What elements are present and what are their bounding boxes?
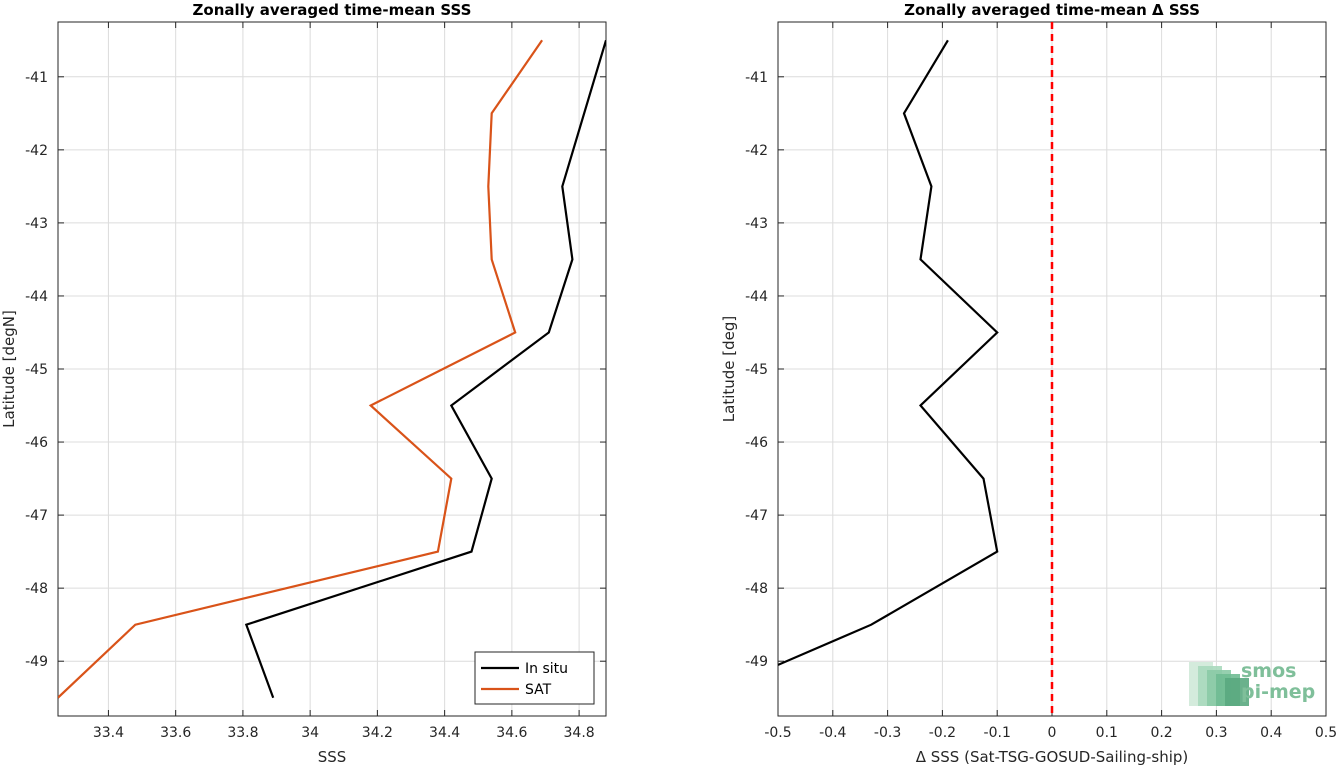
y-tick-label: -47 [745, 508, 768, 524]
y-tick-label: -42 [745, 143, 768, 159]
y-tick-label: -46 [745, 435, 768, 451]
chart-title: Zonally averaged time-mean SSS [193, 1, 472, 19]
chart-panel-1: 33.4 33.6 33.8 34 34.2 34.4 34.6 34.8 -41 -42 -43 -… [0, 1, 607, 766]
y-tick-label: -45 [745, 362, 768, 378]
logo-line2: pi-mep [1241, 681, 1315, 703]
x-tick-label: 34.6 [496, 725, 527, 741]
series-line-sat [58, 39, 544, 699]
x-tick-label: -0.3 [874, 725, 901, 741]
x-tick-label: 33.4 [93, 725, 124, 741]
legend-entry: In situ [525, 661, 568, 677]
x-tick-label: 34.4 [429, 725, 460, 741]
x-axis-label: SSS [318, 748, 347, 766]
x-tick-label: 0.4 [1260, 725, 1282, 741]
y-tick-label: -45 [25, 362, 48, 378]
legend: In situ SAT [474, 651, 595, 705]
series-line-1 [778, 39, 999, 666]
x-tick-label: 34.2 [362, 725, 393, 741]
y-tick-label: -44 [25, 289, 48, 305]
x-tick-label: 0.3 [1205, 725, 1227, 741]
y-tick-label: -41 [745, 70, 768, 86]
x-tick-label: 33.8 [227, 725, 258, 741]
legend-box [474, 651, 595, 705]
y-tick-label: -43 [745, 216, 768, 232]
x-tick-label: 0.2 [1150, 725, 1172, 741]
x-tick-label: 0 [1048, 725, 1057, 741]
y-tick-label: -49 [25, 654, 48, 670]
x-tick-label: 33.6 [160, 725, 191, 741]
legend-entry: SAT [525, 682, 552, 698]
y-tick-label: -41 [25, 70, 48, 86]
y-axis-label: Latitude [degN] [0, 310, 18, 428]
y-axis-label: Latitude [deg] [720, 316, 738, 422]
x-tick-label: -0.5 [764, 725, 791, 741]
x-tick-label: 0.5 [1315, 725, 1337, 741]
y-tick-label: -43 [25, 216, 48, 232]
y-tick-label: -48 [745, 581, 768, 597]
x-tick-label: 34 [301, 725, 319, 741]
chart-title: Zonally averaged time-mean Δ SSS [904, 1, 1200, 19]
logo-mark [1225, 678, 1249, 706]
series-line-in-situ [244, 39, 606, 699]
x-axis-label: Δ SSS (Sat-TSG-GOSUD-Sailing-ship) [916, 748, 1189, 766]
y-tick-label: -46 [25, 435, 48, 451]
logo-line1: smos [1241, 660, 1296, 682]
y-tick-label: -44 [745, 289, 768, 305]
chart-panel-2: -0.5 -0.4 -0.3 -0.2 -0.1 0 0.1 0.2 0.3 0.4 0.5 -41 -… [720, 1, 1337, 766]
y-tick-label: -48 [25, 581, 48, 597]
y-tick-label: -49 [745, 654, 768, 670]
y-tick-label: -42 [25, 143, 48, 159]
x-tick-label: -0.1 [984, 725, 1011, 741]
x-tick-label: -0.2 [929, 725, 956, 741]
y-tick-label: -47 [25, 508, 48, 524]
x-tick-label: 0.1 [1096, 725, 1118, 741]
x-tick-label: 34.8 [564, 725, 595, 741]
x-tick-label: -0.4 [819, 725, 846, 741]
